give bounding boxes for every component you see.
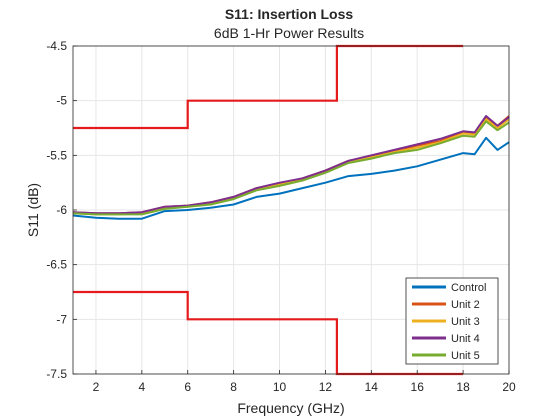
series-line-unit-3 <box>72 118 510 216</box>
x-tick-label: 4 <box>138 380 145 394</box>
y-tick-label: -5 <box>56 94 67 108</box>
legend-label-control: Control <box>451 282 486 294</box>
x-tick-label: 12 <box>319 380 333 394</box>
x-tick-label: 20 <box>502 380 516 394</box>
y-tick-label: -4.5 <box>46 39 67 53</box>
x-tick-label: 18 <box>456 380 470 394</box>
axis-ticks: 2 4 6 8 10 12 14 16 18 20 -4.5 -5 -5.5 -6 -6.5 -7 -7.5 <box>46 39 516 394</box>
y-tick-label: -5.5 <box>46 148 67 162</box>
chart-title: S11: Insertion Loss <box>225 6 354 22</box>
chart-subtitle: 6dB 1-Hr Power Results <box>214 25 364 41</box>
x-tick-label: 8 <box>230 380 237 394</box>
x-tick-label: 10 <box>273 380 287 394</box>
x-tick-label: 6 <box>184 380 191 394</box>
y-tick-label: -6 <box>56 203 67 217</box>
series-line-unit-5 <box>72 120 510 216</box>
series-line-control <box>72 136 510 220</box>
y-tick-label: -7 <box>56 312 67 326</box>
legend-label-unit-5: Unit 5 <box>451 350 480 362</box>
legend-label-unit-3: Unit 3 <box>451 316 480 328</box>
y-tick-label: -7.5 <box>46 367 67 381</box>
data-series <box>72 115 510 220</box>
series-line-unit-4 <box>72 115 510 215</box>
legend-label-unit-2: Unit 2 <box>451 299 480 311</box>
legend-label-unit-4: Unit 4 <box>451 333 480 345</box>
x-tick-label: 16 <box>411 380 425 394</box>
legend: Control Unit 2 Unit 3 Unit 4 Unit 5 <box>405 277 499 365</box>
x-tick-label: 14 <box>365 380 379 394</box>
y-tick-label: -6.5 <box>46 258 67 272</box>
x-axis-label: Frequency (GHz) <box>237 400 344 416</box>
x-tick-label: 2 <box>93 380 100 394</box>
y-axis-label: S11 (dB) <box>25 183 41 237</box>
